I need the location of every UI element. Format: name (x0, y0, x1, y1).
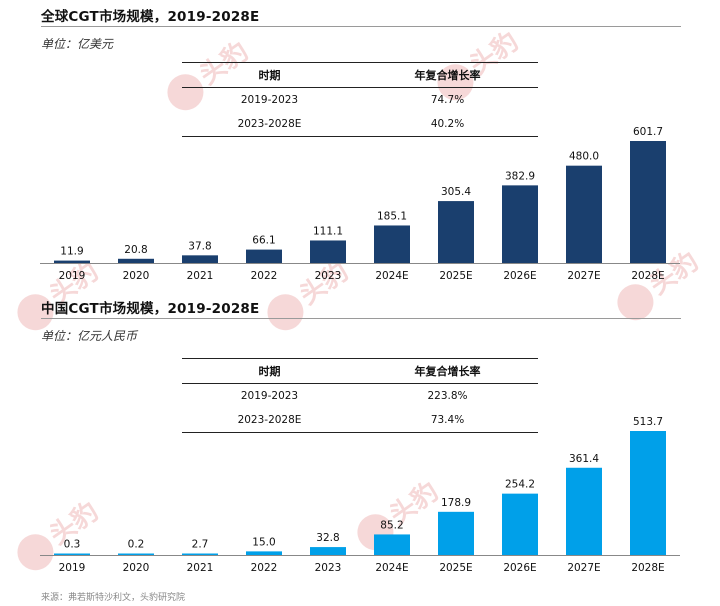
data-label: 185.1 (377, 210, 407, 222)
chart-title: 全球CGT市场规模，2019-2028E (41, 9, 260, 25)
bar (566, 467, 602, 555)
cagr-header-period: 时期 (258, 69, 281, 82)
data-label: 2.7 (192, 539, 209, 551)
cagr-rate: 40.2% (430, 118, 465, 130)
cagr-row: 2023-2028E 73.4% (182, 408, 538, 432)
global-cgt-chart-panel: 全球CGT市场规模，2019-2028E 单位：亿美元 时期 年复合增长率 20… (0, 0, 720, 292)
bar (502, 493, 538, 555)
x-tick-label: 2025E (439, 562, 472, 574)
data-label: 361.4 (569, 453, 599, 465)
data-label: 11.9 (60, 246, 83, 258)
x-tick-label: 2025E (439, 270, 472, 282)
cagr-rate: 74.7% (430, 94, 465, 106)
bar (246, 551, 282, 555)
data-label: 382.9 (505, 170, 535, 182)
data-label: 254.2 (505, 479, 535, 491)
x-tick-label: 2026E (503, 562, 536, 574)
x-tick-label: 2023 (315, 270, 342, 282)
x-tick-label: 2019 (59, 562, 86, 574)
bar (438, 511, 474, 555)
china-bar-chart: 0.3 2019 0.2 2020 2.7 2021 15.0 2022 32.8 2023 85.… (40, 416, 680, 574)
data-label: 37.8 (188, 240, 211, 252)
x-tick-label: 2027E (567, 270, 600, 282)
cagr-table-header: 时期 年复合增长率 (182, 63, 538, 88)
x-tick-label: 2023 (315, 562, 342, 574)
cagr-header-rate: 年复合增长率 (414, 365, 481, 378)
cagr-period: 2023-2028E (237, 118, 302, 130)
data-label: 20.8 (124, 244, 147, 256)
chart-title: 中国CGT市场规模，2019-2028E (41, 301, 260, 317)
bar (182, 553, 218, 555)
data-label: 0.3 (64, 539, 81, 551)
x-tick-label: 2022 (251, 270, 278, 282)
bar (182, 255, 218, 263)
cagr-row: 2019-2023 74.7% (182, 88, 538, 112)
cagr-table: 时期 年复合增长率 2019-2023 223.8% 2023-2028E 73… (182, 358, 538, 433)
title-divider (41, 318, 681, 319)
bar (438, 201, 474, 263)
x-tick-label: 2027E (567, 562, 600, 574)
global-bar-chart: 11.9 2019 20.8 2020 37.8 2021 66.1 2022 111.1 202… (40, 126, 680, 282)
data-label: 32.8 (316, 532, 339, 544)
unit-label: 单位：亿美元 (41, 37, 114, 51)
bar (118, 553, 154, 555)
data-label: 0.2 (128, 539, 145, 551)
unit-label: 单位：亿元人民币 (41, 329, 138, 343)
source-note: 来源：弗若斯特沙利文，头豹研究院 (41, 593, 186, 603)
china-cgt-chart-panel: 中国CGT市场规模，2019-2028E 单位：亿元人民币 时期 年复合增长率 … (0, 292, 720, 592)
bar (54, 260, 90, 263)
cagr-rate: 223.8% (427, 390, 468, 402)
bar (54, 553, 90, 555)
cagr-table: 时期 年复合增长率 2019-2023 74.7% 2023-2028E 40.… (182, 62, 538, 137)
x-tick-label: 2028E (631, 270, 664, 282)
x-tick-label: 2020 (123, 270, 150, 282)
x-tick-label: 2028E (631, 562, 664, 574)
data-label: 601.7 (633, 126, 663, 138)
x-tick-label: 2024E (375, 270, 408, 282)
x-tick-label: 2024E (375, 562, 408, 574)
cagr-period: 2019-2023 (240, 390, 299, 402)
cagr-period: 2023-2028E (237, 414, 302, 426)
bar (630, 431, 666, 555)
cagr-row: 2019-2023 223.8% (182, 384, 538, 408)
bar (246, 249, 282, 263)
cagr-table-header: 时期 年复合增长率 (182, 359, 538, 384)
bar (630, 141, 666, 263)
x-tick-label: 2026E (503, 270, 536, 282)
title-divider (41, 26, 681, 27)
x-tick-label: 2019 (59, 270, 86, 282)
data-label: 305.4 (441, 186, 471, 198)
data-label: 178.9 (441, 497, 471, 509)
data-label: 480.0 (569, 151, 599, 163)
bar (310, 240, 346, 263)
cagr-rate: 73.4% (430, 414, 465, 426)
x-tick-label: 2020 (123, 562, 150, 574)
bar (118, 258, 154, 263)
bar (374, 225, 410, 263)
bar (502, 185, 538, 263)
cagr-row: 2023-2028E 40.2% (182, 112, 538, 136)
bar (566, 165, 602, 263)
data-label: 513.7 (633, 416, 663, 428)
x-tick-label: 2021 (187, 270, 214, 282)
cagr-header-rate: 年复合增长率 (414, 69, 481, 82)
x-tick-label: 2021 (187, 562, 214, 574)
bar (374, 534, 410, 555)
data-label: 85.2 (380, 519, 403, 531)
cagr-header-period: 时期 (258, 365, 281, 378)
cagr-period: 2019-2023 (240, 94, 299, 106)
data-label: 66.1 (252, 235, 275, 247)
data-label: 111.1 (313, 225, 343, 237)
data-label: 15.0 (252, 536, 275, 548)
bar (310, 547, 346, 555)
x-tick-label: 2022 (251, 562, 278, 574)
